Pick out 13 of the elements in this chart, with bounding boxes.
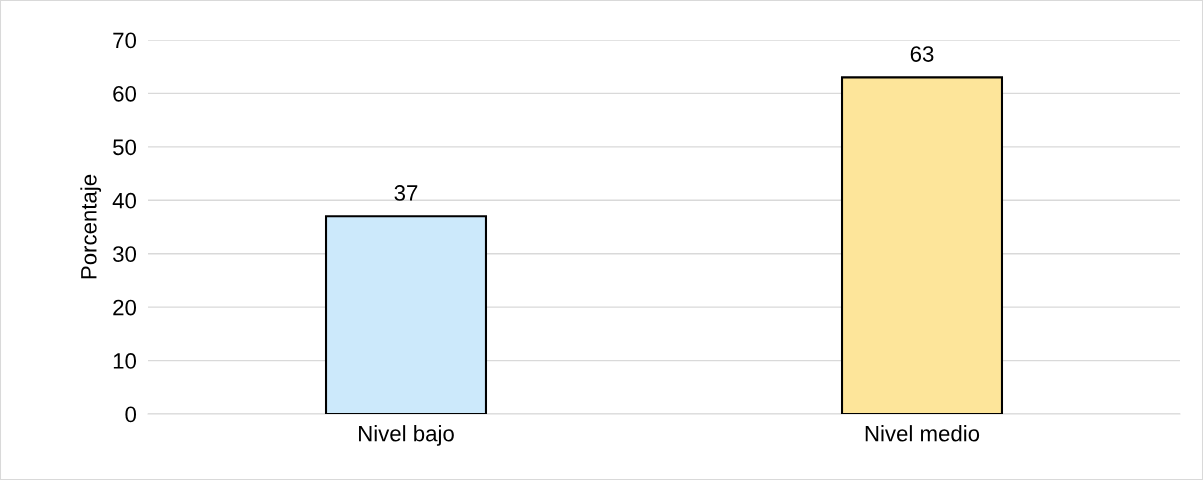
y-tick-label: 70 [113, 32, 137, 49]
y-axis-title: Porcentaje [80, 174, 102, 279]
data-label: 37 [394, 185, 418, 201]
y-tick-label: 20 [113, 299, 137, 316]
data-label: 63 [910, 46, 934, 62]
y-tick-label: 0 [125, 406, 137, 423]
y-tick-label: 60 [113, 85, 137, 102]
y-tick-label: 10 [113, 353, 137, 369]
x-tick-label: Nivel bajo [359, 425, 454, 446]
y-tick-label: 40 [112, 192, 137, 209]
y-tick-label: 50 [113, 139, 137, 156]
x-tick-label: Nivel medio [865, 425, 980, 442]
y-tick-label: 30 [113, 246, 137, 262]
